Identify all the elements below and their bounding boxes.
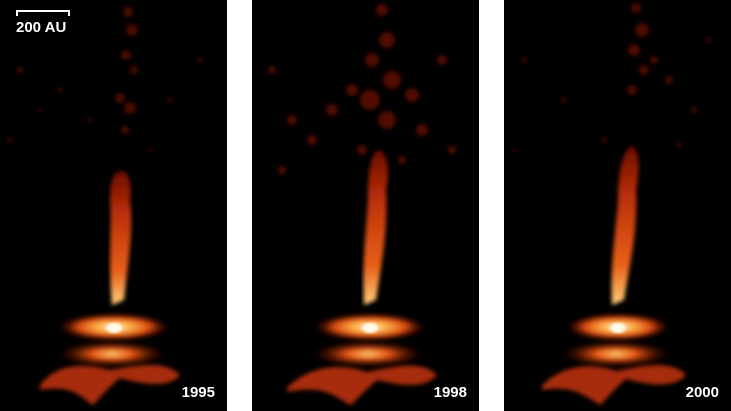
jet-image-2000 (512, 3, 712, 405)
image-panel-2000: 2000 (504, 0, 731, 411)
panel-year-label: 2000 (685, 384, 719, 401)
scale-bar-line (16, 10, 70, 16)
panel-year-label: 1995 (181, 384, 215, 401)
scale-bar: 200 AU (16, 10, 70, 36)
jet-image-1995 (7, 7, 203, 405)
jet-image-1998 (268, 4, 456, 405)
image-panel-1998: 1998 (252, 0, 479, 411)
panel-year-label: 1998 (433, 384, 467, 401)
scale-bar-label: 200 AU (16, 19, 67, 36)
image-panel-1995: 200 AU 1995 (0, 0, 227, 411)
